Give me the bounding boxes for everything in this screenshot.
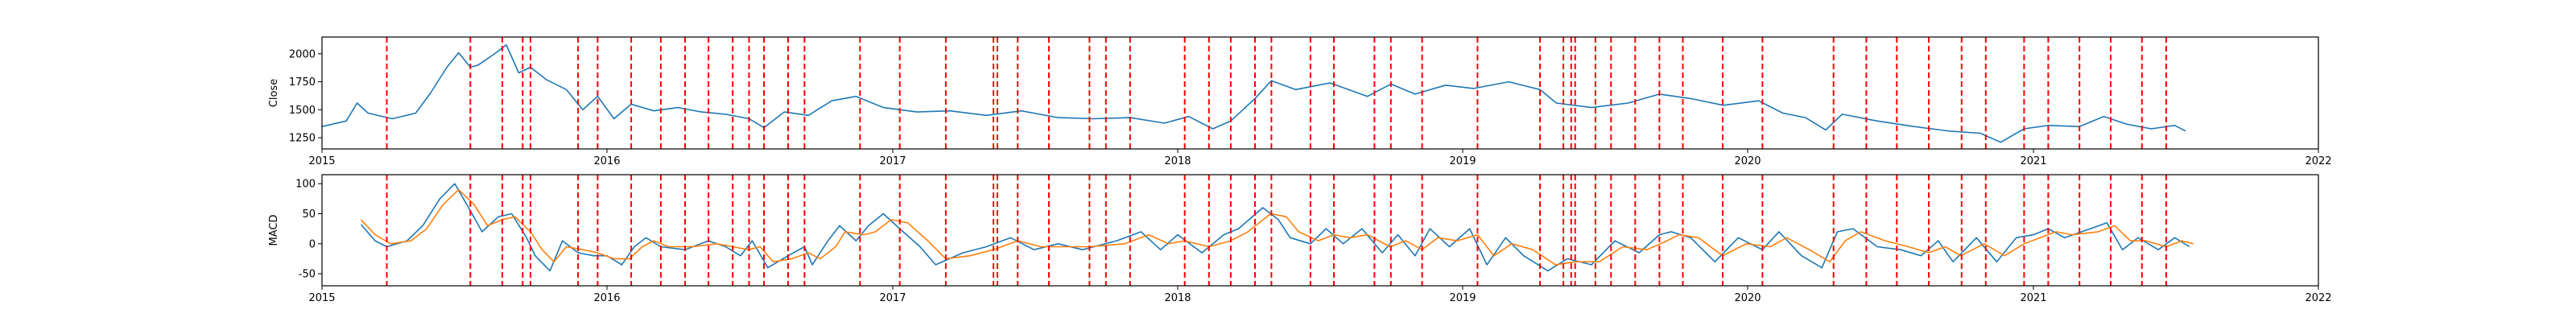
- x-tick-label: 2017: [879, 292, 906, 304]
- plot-frame: [321, 174, 2319, 287]
- x-tick-label: 2018: [1164, 292, 1191, 304]
- y-axis-label: MACD: [268, 215, 280, 246]
- y-tick-label: 1750: [289, 76, 316, 89]
- y-tick-label: 100: [295, 179, 316, 191]
- x-tick-label: 2020: [1734, 155, 1761, 167]
- macd-chart: 2015 2016 2017 2018 2019 2020 2021 2022 -50 0 50 10…: [268, 174, 2332, 304]
- x-tick-label: 2016: [593, 292, 620, 304]
- y-tick-label: 50: [302, 208, 316, 221]
- x-tick-label: 2015: [308, 292, 335, 304]
- x-tick-label: 2015: [308, 155, 335, 167]
- x-tick-label: 2016: [593, 155, 620, 167]
- y-tick-label: 2000: [289, 48, 316, 60]
- x-tick-label: 2021: [2020, 292, 2046, 304]
- series-line-1: [360, 188, 2194, 266]
- y-tick-label: -50: [299, 269, 316, 281]
- x-tick-label: 2018: [1164, 155, 1191, 167]
- y-tick-label: 1500: [289, 105, 316, 117]
- x-tick-label: 2022: [2305, 292, 2331, 304]
- close-price-chart: 2015 2016 2017 2018 2019 2020 2021 2022 1250 1500…: [268, 36, 2332, 167]
- x-tick-label: 2019: [1449, 155, 1476, 167]
- y-tick-label: 1250: [289, 133, 316, 145]
- x-tick-label: 2021: [2020, 155, 2046, 167]
- x-tick-label: 2019: [1449, 292, 1476, 304]
- y-axis-label: Close: [268, 79, 280, 107]
- y-tick-label: 0: [309, 238, 316, 250]
- x-tick-label: 2017: [879, 155, 906, 167]
- x-tick-label: 2022: [2305, 155, 2331, 167]
- plot-frame: [321, 36, 2319, 150]
- series-line-0: [322, 43, 2186, 143]
- x-tick-label: 2020: [1734, 292, 1761, 304]
